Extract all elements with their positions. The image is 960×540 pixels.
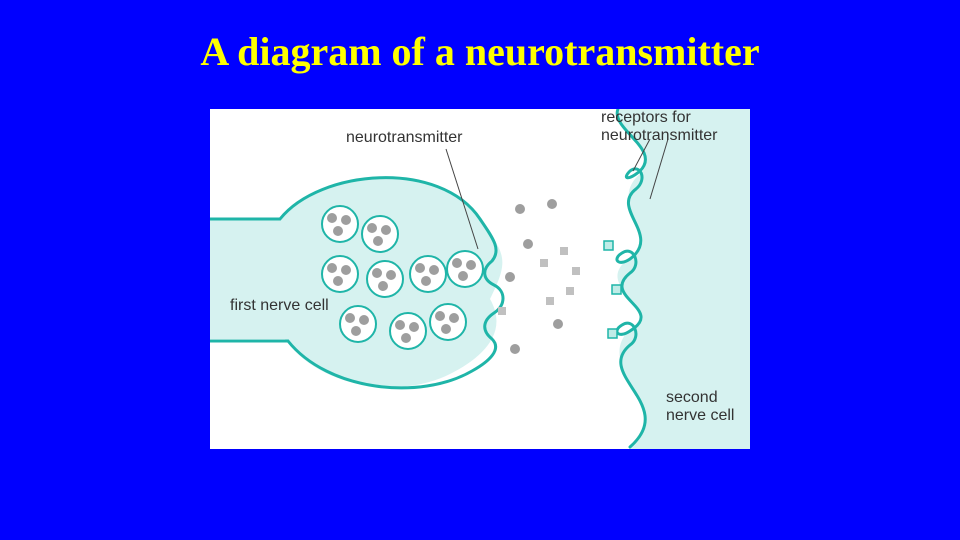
neurotransmitter-diagram: neurotransmitter receptors forneurotrans… (206, 105, 754, 453)
label-second-cell: secondnerve cell (666, 389, 734, 426)
label-receptors: receptors forneurotransmitter (601, 109, 718, 146)
slide-title: A diagram of a neurotransmitter (0, 28, 960, 75)
label-neurotransmitter: neurotransmitter (346, 129, 463, 147)
label-first-cell: first nerve cell (230, 297, 329, 315)
